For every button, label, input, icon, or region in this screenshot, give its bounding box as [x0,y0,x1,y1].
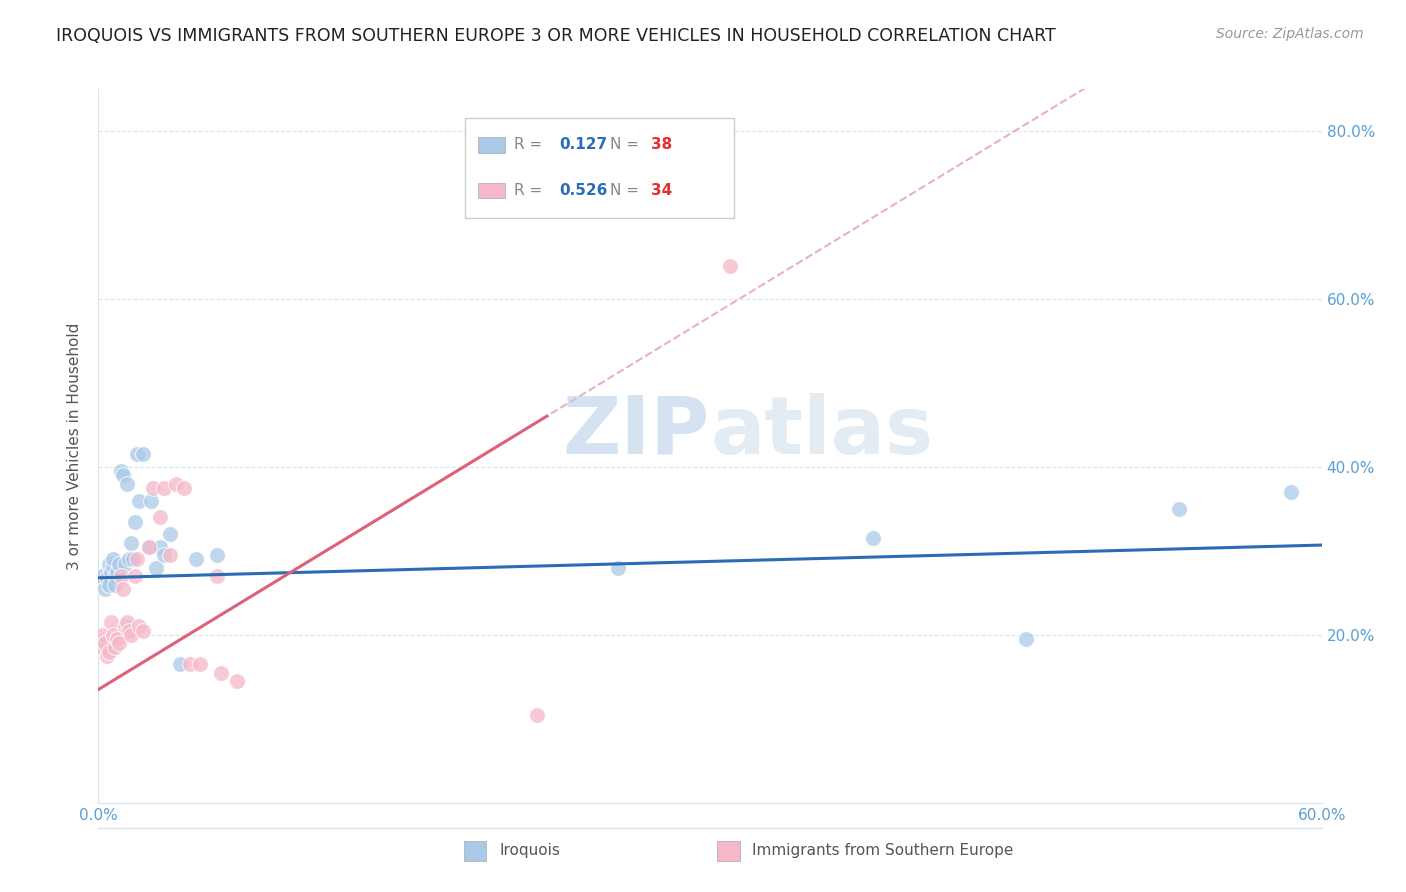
Text: R =: R = [515,137,547,153]
Point [100,615,122,630]
Point [97,557,120,571]
Point [127,447,149,461]
Point [152,548,174,562]
Point [173,481,195,495]
Point [862,532,884,546]
Point [91,628,114,642]
Point [169,657,191,672]
Point [145,560,167,574]
Text: ZIP: ZIP [562,392,710,471]
Point [179,657,201,672]
Point [127,552,149,566]
Text: N =: N = [610,183,644,198]
Point [104,640,127,655]
Point [159,548,181,562]
Point [118,552,141,566]
Text: Immigrants from Southern Europe: Immigrants from Southern Europe [752,844,1014,858]
Text: Iroquois: Iroquois [499,844,560,858]
Point [188,657,212,672]
Bar [465,118,734,218]
Point [115,615,138,630]
Point [122,552,145,566]
Point [101,559,124,574]
Point [105,632,128,646]
Bar [478,183,505,198]
Point [149,510,172,524]
Point [138,540,160,554]
Point [124,569,146,583]
Point [128,493,150,508]
Point [1015,632,1038,646]
Point [96,571,118,585]
Point [132,624,155,638]
Point [138,540,160,554]
Point [1279,485,1302,500]
Point [607,560,630,574]
Point [97,645,120,659]
Point [89,640,111,655]
Point [101,552,124,566]
Text: Source: ZipAtlas.com: Source: ZipAtlas.com [1216,27,1364,41]
Point [120,535,142,549]
Point [110,569,132,583]
Text: 34: 34 [651,183,672,198]
Text: atlas: atlas [710,392,934,471]
Point [205,548,228,562]
Point [108,557,131,571]
Point [120,628,142,642]
Point [114,557,136,571]
Point [108,636,131,650]
Text: N =: N = [610,137,644,153]
Point [128,619,150,633]
Point [186,552,208,566]
Point [89,574,111,588]
Point [114,619,136,633]
Point [115,476,138,491]
Point [142,481,165,495]
Bar [478,137,505,153]
Point [141,493,163,508]
Point [526,707,548,722]
Point [104,569,127,583]
Point [93,582,115,596]
Text: 38: 38 [651,137,672,153]
Point [149,540,172,554]
Point [124,515,146,529]
Point [720,259,742,273]
Point [118,624,141,638]
Point [159,527,181,541]
Text: IROQUOIS VS IMMIGRANTS FROM SOUTHERN EUROPE 3 OR MORE VEHICLES IN HOUSEHOLD CORR: IROQUOIS VS IMMIGRANTS FROM SOUTHERN EUR… [56,27,1056,45]
Point [100,565,122,579]
Text: 0.127: 0.127 [560,137,607,153]
Point [110,464,132,478]
Point [152,481,174,495]
Point [104,577,127,591]
Point [101,628,124,642]
Text: 0.526: 0.526 [560,183,607,198]
Point [93,636,115,650]
Point [91,569,114,583]
Point [111,582,134,596]
Point [111,468,134,483]
Point [205,569,228,583]
Text: R =: R = [515,183,547,198]
Y-axis label: 3 or more Vehicles in Household: 3 or more Vehicles in Household [67,322,83,570]
Point [165,476,187,491]
Point [96,648,118,663]
Point [105,565,128,579]
Point [209,665,232,680]
Point [132,447,155,461]
Point [97,577,120,591]
Point [1167,502,1189,516]
Point [226,674,249,689]
